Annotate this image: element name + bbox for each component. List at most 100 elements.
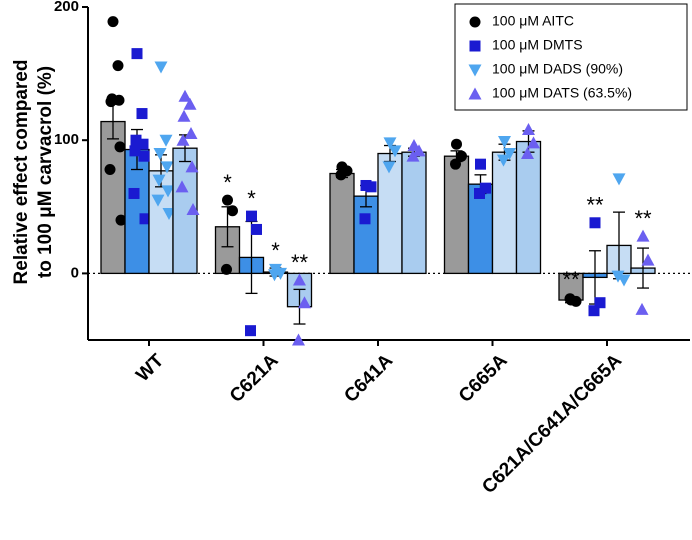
bar [467,183,494,275]
point [246,210,257,222]
point [227,205,238,217]
y-axis-label: to 100 μM carvacrol (%) [35,66,56,278]
point [185,160,199,173]
point [292,333,305,346]
significance: ** [586,193,604,218]
point [335,169,347,181]
point [611,270,625,283]
bar [148,170,174,275]
point [183,97,197,110]
point [107,16,119,28]
y-tick-label: 100 [54,131,79,148]
point [114,141,126,153]
point [474,187,485,199]
point [159,134,173,147]
significance: * [271,238,280,263]
legend-label: 100 μM AITC [492,13,574,29]
significance: * [223,170,232,195]
point [456,150,467,162]
point [469,16,481,28]
point [636,229,650,242]
point [382,161,396,174]
point [469,40,481,52]
point [293,273,306,286]
legend-label: 100 μM DADS (90%) [492,61,623,77]
point [160,161,174,174]
significance: ** [634,206,652,231]
point [383,137,397,150]
bar [491,151,518,275]
point [130,134,142,146]
x-tick-label: C621A [226,350,283,407]
point [388,145,402,158]
point [527,136,540,149]
legend-label: 100 μM DATS (63.5%) [492,85,632,101]
point [184,127,198,140]
point [406,149,420,162]
point [594,297,606,309]
significance: * [247,186,256,211]
point [521,147,534,160]
bar [353,195,379,275]
point [589,217,601,229]
point [162,207,176,220]
x-tick-label: C641A [340,350,397,407]
x-tick-label: C665A [455,350,512,407]
bar [377,152,403,275]
y-tick-label: 0 [71,264,79,281]
point [468,87,482,100]
point [177,109,191,122]
bar [443,155,470,275]
point [612,173,626,186]
point [128,187,140,199]
point [503,148,516,161]
point [104,164,116,176]
point [186,202,200,215]
point [245,325,256,337]
point [152,174,166,187]
point [268,269,281,282]
point [161,185,175,198]
point [136,108,148,120]
point [105,96,117,108]
point [251,223,262,235]
point [475,158,486,170]
legend-box [454,3,688,111]
point [138,150,150,162]
point [153,148,167,161]
y-axis-label: Relative effect compared [11,60,32,285]
significance: ** [291,250,309,275]
point [154,61,168,74]
point [139,213,151,225]
point [451,138,462,150]
point [178,89,192,102]
point [137,138,149,150]
bar [329,172,355,275]
point [450,158,461,170]
point [112,60,124,72]
point [176,133,190,146]
point [480,182,491,194]
point [359,213,371,225]
point [641,253,655,266]
x-tick-label: WT [132,350,168,386]
point [151,194,165,207]
bar [515,140,542,275]
significance: ** [562,267,580,292]
point [222,194,233,206]
point [221,263,232,275]
point [635,302,649,315]
error-bar [637,247,649,289]
point [129,145,141,157]
point [298,296,311,309]
point [365,181,377,193]
point [115,214,127,226]
point [412,144,426,157]
point [522,123,535,136]
legend-label: 100 μM DMTS [492,37,583,53]
point [175,180,189,193]
point [497,154,510,167]
y-tick-label: 200 [54,0,79,15]
point [498,136,511,149]
